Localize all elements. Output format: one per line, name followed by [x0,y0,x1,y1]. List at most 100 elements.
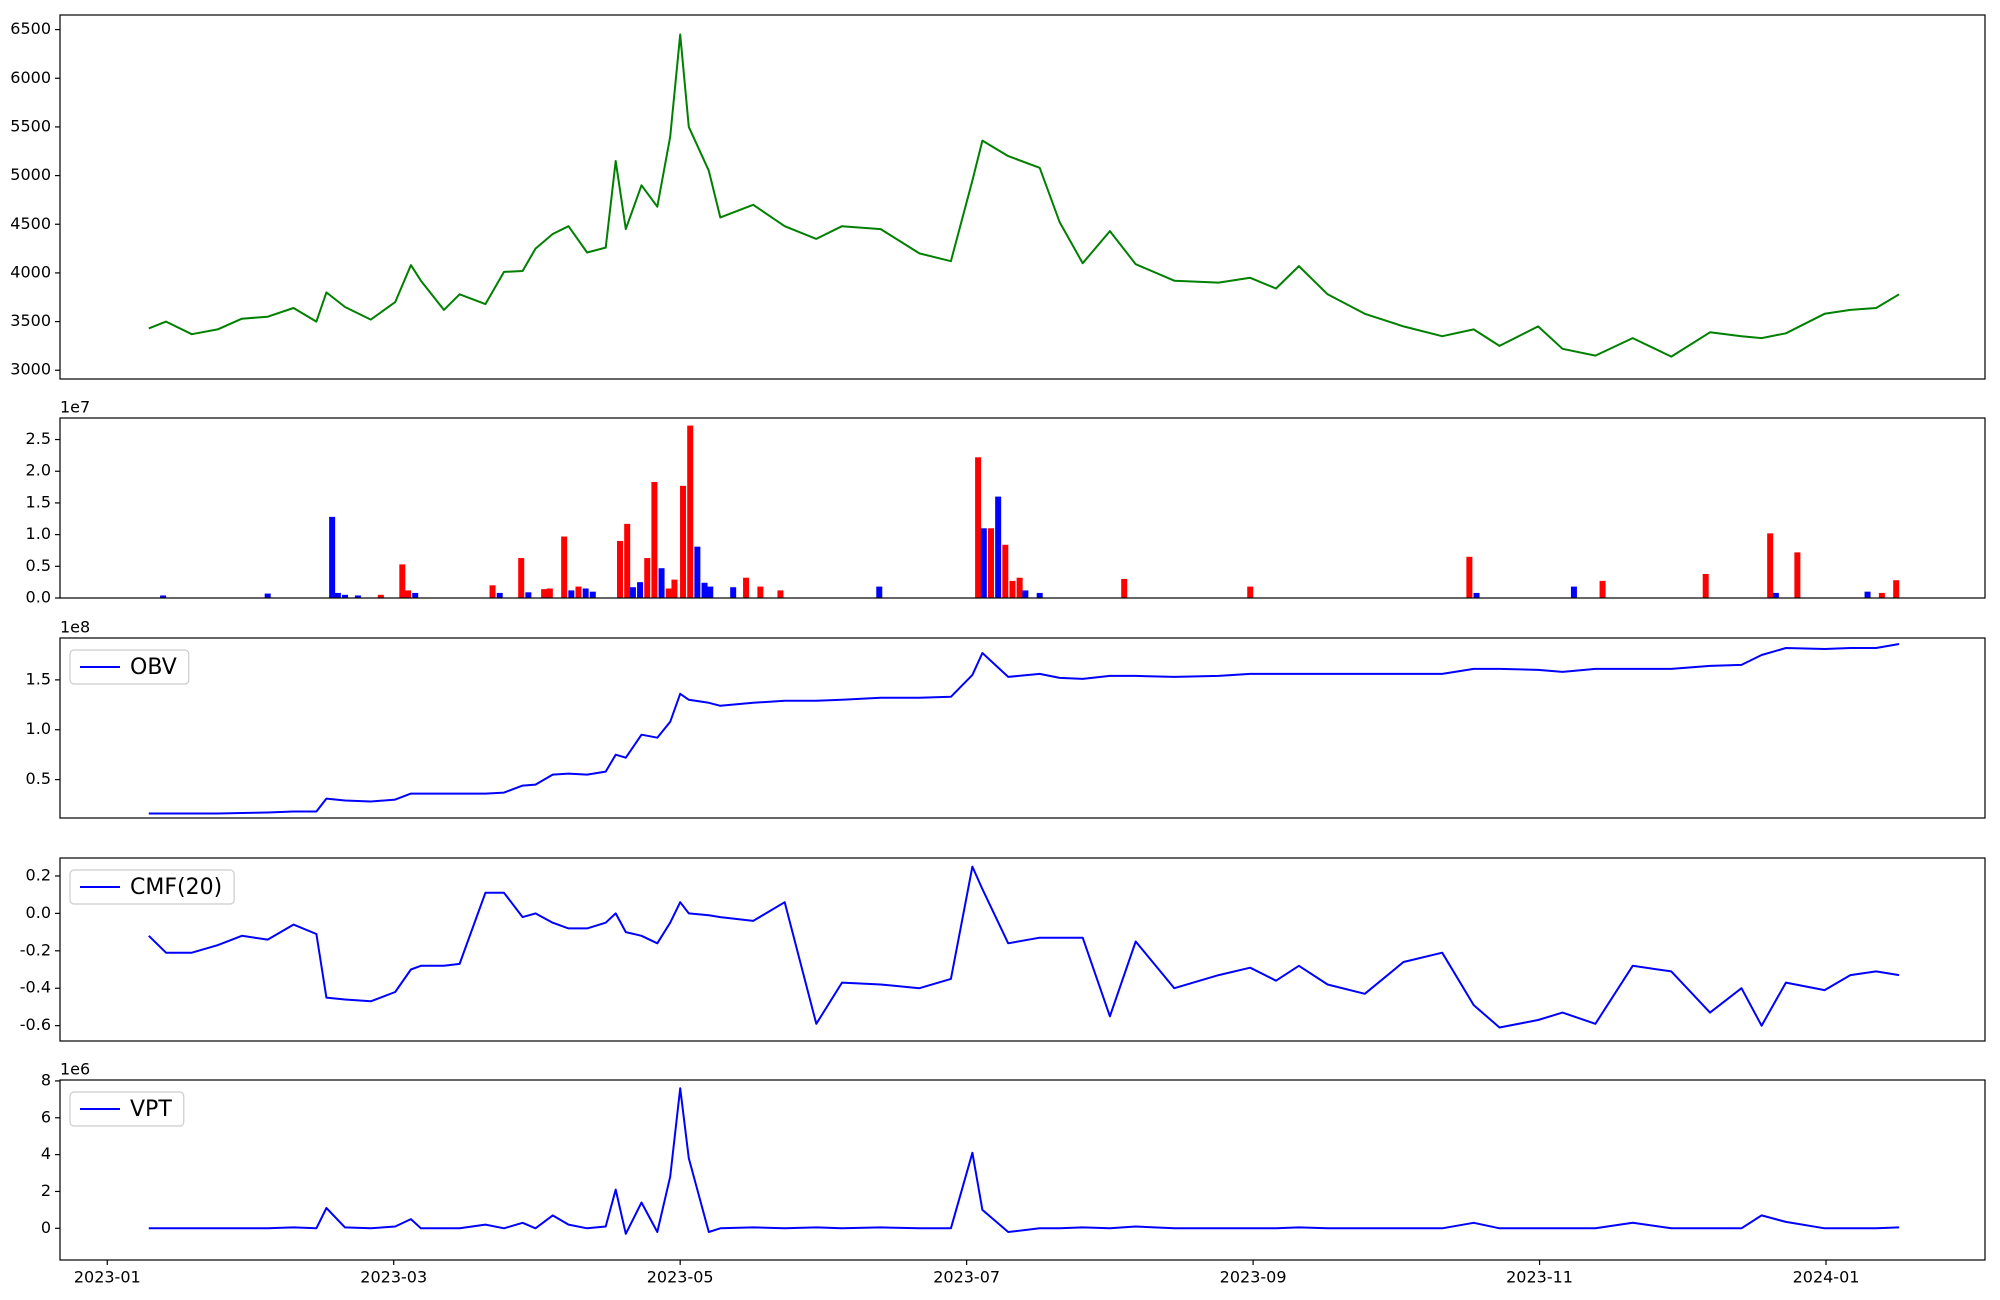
y-tick-label: 0.5 [26,556,51,575]
bar [589,591,596,598]
bar [1794,552,1801,598]
bar [987,528,994,598]
axes-frame [59,857,1986,1042]
y-tick-label: 1.5 [26,492,51,511]
y-tick-label: -0.6 [20,1015,51,1034]
bar [1473,592,1480,598]
bar [546,588,553,598]
y-tick-label: -0.2 [20,940,51,959]
bar [342,594,349,598]
bar [651,482,658,598]
y-tick-label: 0.5 [26,769,51,788]
line [148,33,1900,358]
y-tick-label: 6000 [10,68,51,87]
y-tick-label: 5500 [10,116,51,135]
x-tick-label: 2023-11 [1506,1268,1573,1287]
bar [1570,586,1577,598]
axes-frame [59,1079,1986,1261]
x-tick-label: 2023-09 [1220,1268,1287,1287]
y-tick-label: 4000 [10,262,51,281]
bar [1893,580,1900,598]
bar [743,577,750,598]
y-tick-label: 0.2 [26,865,51,884]
y-tick-label: 1.0 [26,524,51,543]
x-tick-label: 2023-01 [74,1268,141,1287]
y-tick-label: 4 [41,1144,51,1163]
bar [1121,578,1128,598]
bar [680,485,687,598]
y-tick-label: 1.5 [26,669,51,688]
bar [1767,533,1774,598]
y-tick-label: 3000 [10,360,51,379]
bar [757,586,764,598]
y-tick-label: 0.0 [26,588,51,607]
bar [658,568,665,598]
bar [399,564,406,598]
bar [1772,592,1779,598]
bar [160,595,167,598]
bar [1002,544,1009,598]
line [148,643,1900,815]
bar [629,587,636,598]
bar [568,590,575,598]
bar [405,590,412,598]
bar [1864,591,1871,598]
legend-box [69,869,235,905]
bar [777,590,784,598]
axes-frame [59,417,1986,599]
bar [1009,580,1016,598]
bar [412,592,419,598]
bar [671,579,678,598]
bar [1247,586,1254,598]
bar [624,523,631,598]
line [148,1087,1900,1235]
bar [518,558,525,598]
offset-label: 1e7 [60,398,90,417]
legend-box [69,1091,185,1127]
y-tick-label: 0.0 [26,903,51,922]
bar [377,594,384,598]
bar [730,587,737,598]
x-tick-label: 2024-01 [1793,1268,1860,1287]
bar [637,582,644,598]
bar [1466,556,1473,598]
bar [980,528,987,598]
bar [995,496,1002,598]
bar [665,588,672,598]
y-tick-label: -0.4 [20,978,51,997]
bar [264,593,271,598]
x-tick-label: 2023-07 [933,1268,1000,1287]
bar [617,540,624,598]
y-tick-label: 2.0 [26,461,51,480]
line [148,865,1900,1029]
bar [525,592,532,598]
bar [644,558,651,598]
offset-label: 1e8 [60,618,90,637]
y-tick-label: 0 [41,1218,51,1237]
y-tick-label: 4500 [10,214,51,233]
legend-box [69,649,190,685]
y-tick-label: 3500 [10,311,51,330]
x-tick-label: 2023-05 [647,1268,714,1287]
y-tick-label: 2 [41,1181,51,1200]
y-tick-label: 8 [41,1070,51,1089]
bar [975,457,982,598]
axes-frame [59,14,1986,380]
bar [707,586,714,598]
bar [489,585,496,598]
bar [582,588,589,598]
y-tick-label: 2.5 [26,429,51,448]
offset-label: 1e6 [60,1060,90,1079]
bar [561,536,568,598]
legend-label: OBV [130,655,177,680]
bar [876,586,883,598]
bar [701,582,708,598]
bar [334,592,341,598]
y-tick-label: 1.0 [26,719,51,738]
bar [694,546,701,598]
y-tick-label: 5000 [10,165,51,184]
legend-label: VPT [130,1097,172,1122]
bar [1599,580,1606,598]
bar [1878,592,1885,598]
